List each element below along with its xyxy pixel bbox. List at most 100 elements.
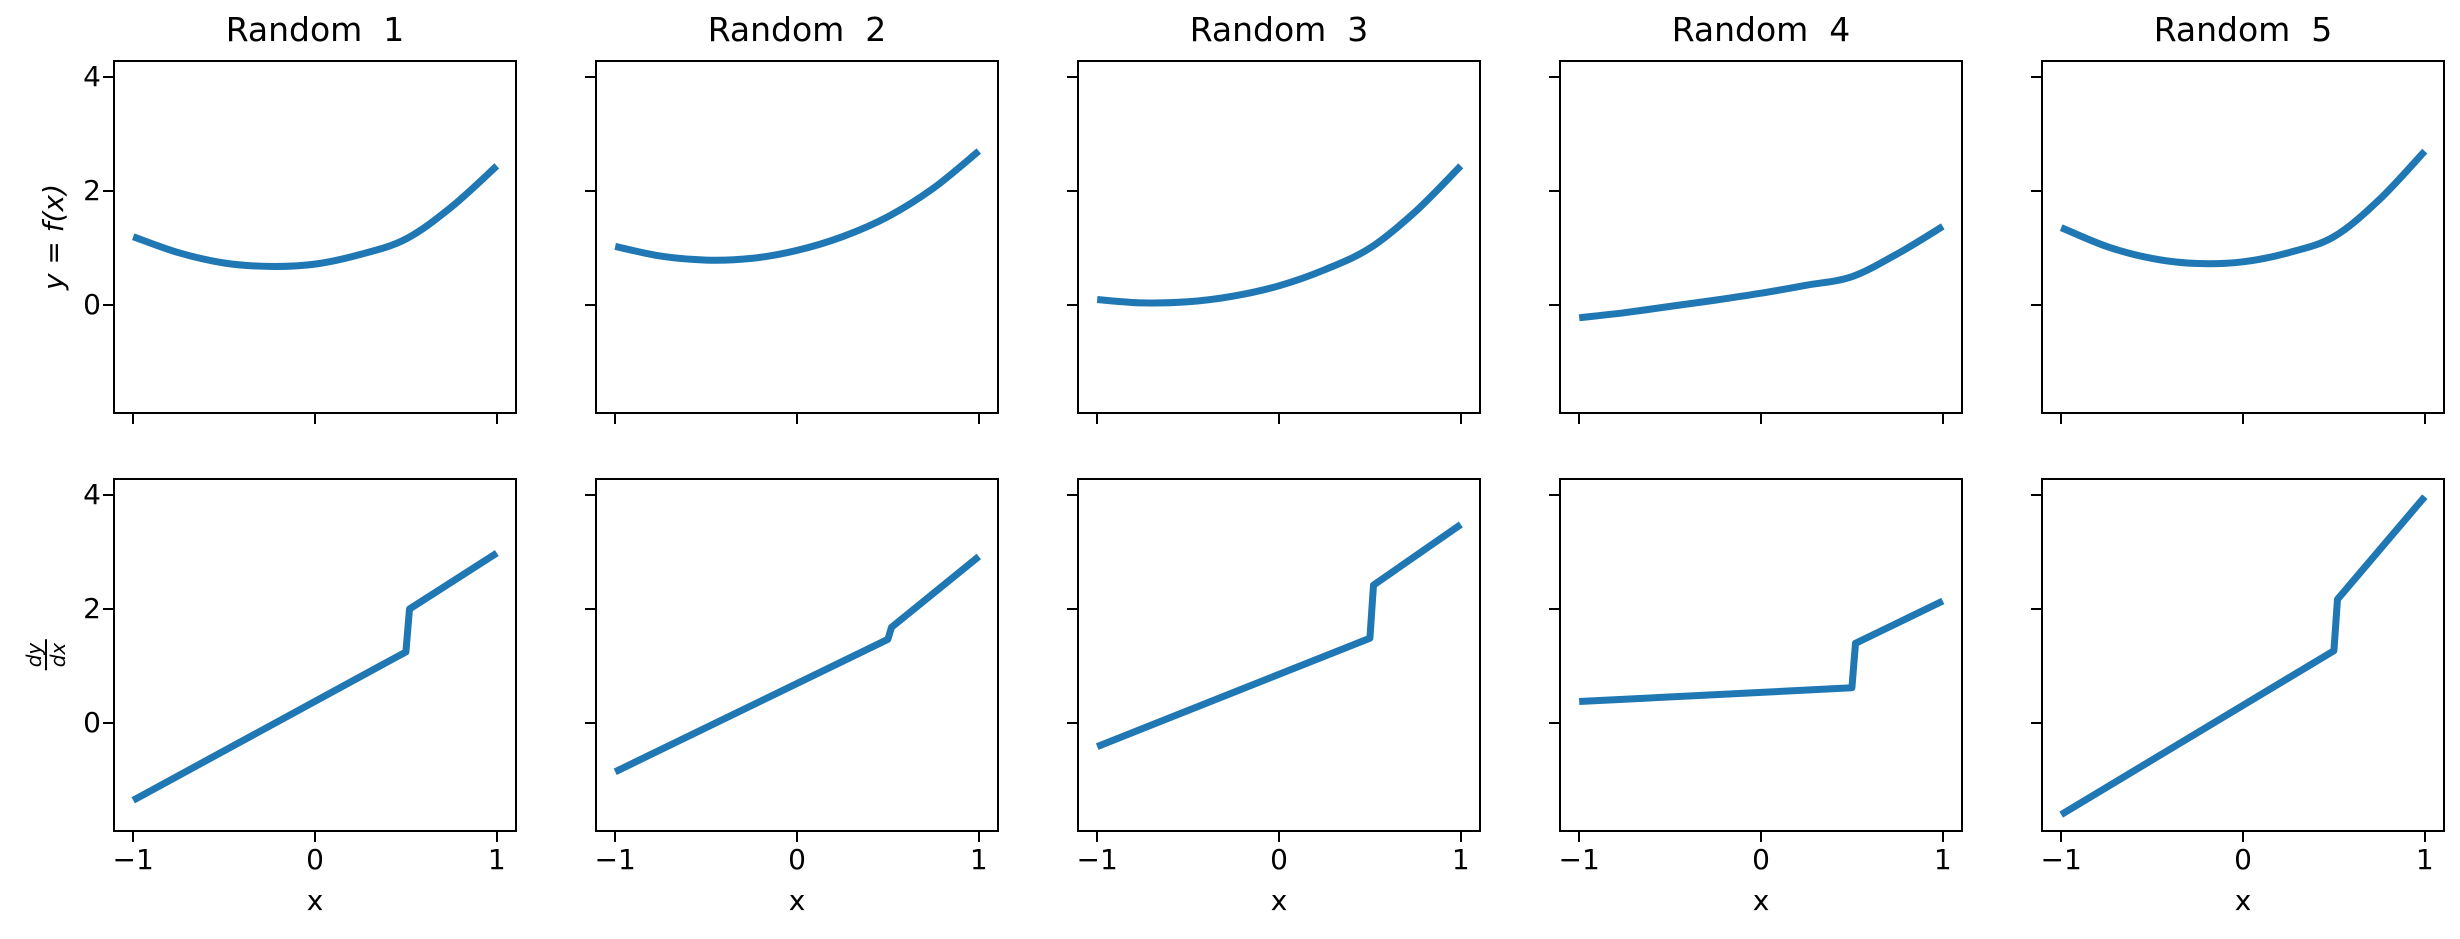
x-tick-label: 1 [1451, 843, 1470, 876]
x-tick-label: 0 [306, 843, 324, 876]
y-tick-mark [2031, 493, 2041, 496]
xlabel-col-1: x [306, 884, 324, 917]
ylabel-dydx-fraction: dy dx [22, 639, 70, 671]
line-series-d4 [1579, 597, 1945, 705]
y-tick-mark [585, 493, 595, 496]
y-tick-mark [1549, 493, 1559, 496]
xlabel-col-2: x [788, 884, 806, 917]
x-tick-label: −1 [1076, 843, 1118, 876]
y-tick-mark [1549, 608, 1559, 611]
y-tick-mark [585, 608, 595, 611]
x-tick-mark [1096, 414, 1099, 424]
x-tick-mark [495, 832, 498, 842]
y-tick-mark [585, 304, 595, 307]
x-tick-mark [2242, 414, 2244, 424]
x-tick-label: 1 [2415, 843, 2434, 876]
y-tick-mark [1067, 304, 1077, 307]
axes-fx-random-1 [113, 60, 517, 414]
y-tick-mark [103, 722, 113, 725]
x-tick-mark [2242, 832, 2244, 842]
axes-fx-random-2 [595, 60, 999, 414]
x-tick-mark [1278, 414, 1280, 424]
y-tick-mark [2031, 75, 2041, 78]
x-tick-mark [495, 414, 498, 424]
x-tick-label: 0 [1270, 843, 1288, 876]
axes-dydx-random-2 [595, 478, 999, 832]
x-tick-mark [614, 832, 617, 842]
x-tick-mark [1578, 414, 1581, 424]
x-tick-mark [614, 414, 617, 424]
y-tick-mark [1549, 190, 1559, 193]
subplot-title-1: Random 1 [225, 10, 405, 49]
y-tick-label: 4 [83, 59, 101, 93]
y-tick-mark [2031, 304, 2041, 307]
axes-dydx-random-4 [1559, 478, 1963, 832]
x-tick-mark [1760, 414, 1762, 424]
y-tick-mark [1067, 75, 1077, 78]
line-series-d2 [613, 553, 982, 775]
line-series-d5 [2059, 494, 2428, 818]
x-tick-mark [977, 414, 980, 424]
subplot-title-5: Random 5 [2153, 10, 2333, 49]
y-tick-mark [103, 608, 113, 611]
y-tick-mark [585, 722, 595, 725]
dydx-numerator: dy [22, 642, 46, 668]
x-tick-mark [132, 414, 135, 424]
axes-fx-random-5 [2041, 60, 2445, 414]
x-tick-mark [314, 414, 316, 424]
y-tick-mark [103, 493, 113, 496]
line-series-f5 [2059, 148, 2428, 268]
subplot-title-3: Random 3 [1189, 10, 1369, 49]
y-tick-mark [1549, 722, 1559, 725]
y-tick-label: 4 [83, 477, 101, 511]
x-tick-label: −1 [2040, 843, 2082, 876]
y-tick-mark [2031, 722, 2041, 725]
y-tick-mark [585, 75, 595, 78]
x-tick-label: 1 [487, 843, 506, 876]
line-series-d1 [131, 550, 499, 804]
y-tick-mark [585, 190, 595, 193]
line-series-f1 [132, 163, 500, 270]
xlabel-col-5: x [2234, 884, 2252, 917]
y-tick-mark [103, 75, 113, 78]
x-tick-mark [1760, 832, 1762, 842]
x-tick-label: −1 [112, 843, 154, 876]
x-tick-mark [2060, 414, 2063, 424]
x-tick-mark [796, 414, 798, 424]
x-tick-label: 1 [1933, 843, 1952, 876]
y-tick-label: 2 [83, 592, 101, 626]
x-tick-label: 1 [969, 843, 988, 876]
y-tick-mark [103, 190, 113, 193]
xlabel-col-4: x [1752, 884, 1770, 917]
x-tick-mark [1459, 832, 1462, 842]
x-tick-mark [1578, 832, 1581, 842]
x-tick-mark [1941, 832, 1944, 842]
x-tick-mark [796, 832, 798, 842]
line-series-d3 [1095, 521, 1463, 750]
y-tick-label: 0 [83, 288, 101, 322]
x-tick-mark [2423, 414, 2426, 424]
x-tick-label: 0 [1752, 843, 1770, 876]
y-tick-label: 2 [83, 174, 101, 208]
subplot-title-4: Random 4 [1671, 10, 1851, 49]
x-tick-mark [1941, 414, 1944, 424]
subplot-title-2: Random 2 [707, 10, 887, 49]
x-tick-mark [1096, 832, 1099, 842]
x-tick-mark [2060, 832, 2063, 842]
x-tick-label: −1 [594, 843, 636, 876]
x-tick-label: −1 [1558, 843, 1600, 876]
y-tick-label: 0 [83, 706, 101, 740]
line-series-f4 [1578, 223, 1945, 322]
x-tick-mark [2423, 832, 2426, 842]
axes-fx-random-4 [1559, 60, 1963, 414]
line-series-f3 [1096, 163, 1464, 307]
y-tick-mark [1067, 722, 1077, 725]
axes-dydx-random-3 [1077, 478, 1481, 832]
x-tick-label: 0 [788, 843, 806, 876]
y-tick-mark [103, 304, 113, 307]
y-tick-mark [2031, 608, 2041, 611]
xlabel-col-3: x [1270, 884, 1288, 917]
x-tick-mark [314, 832, 316, 842]
x-tick-mark [1459, 414, 1462, 424]
